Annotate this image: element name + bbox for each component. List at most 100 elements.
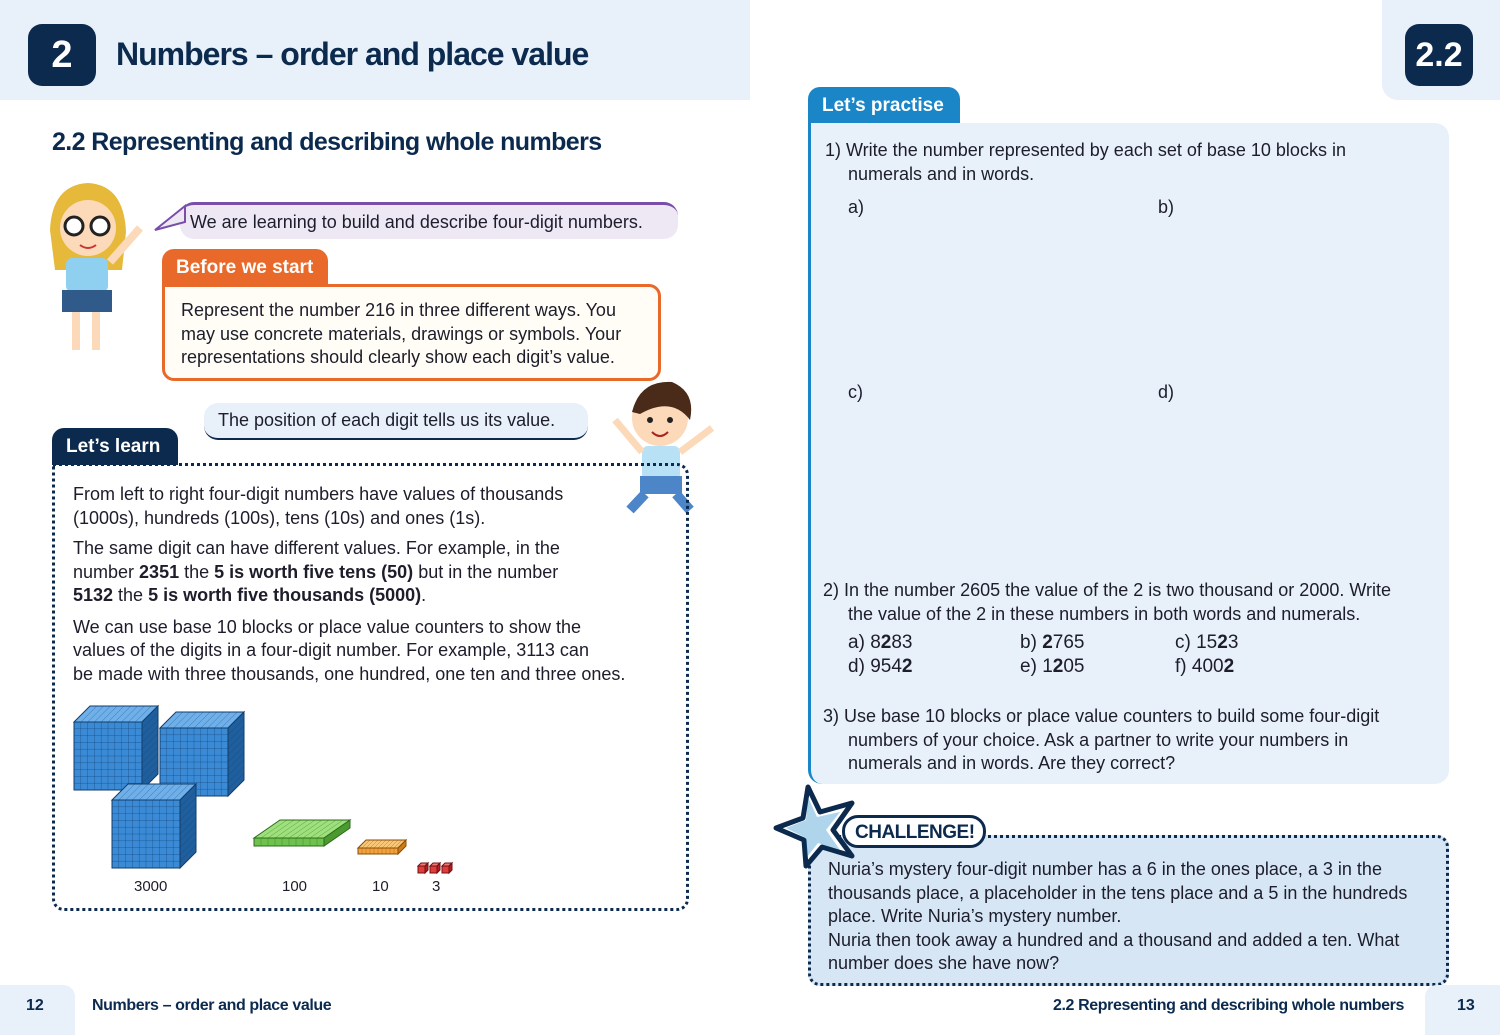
position-bubble-text: The position of each digit tells us its …	[218, 410, 556, 430]
q2-option: d) 9542	[848, 655, 1020, 679]
challenge-label: CHALLENGE!	[842, 815, 986, 848]
thousand-cube	[72, 704, 160, 792]
block-label-ones: 3	[432, 878, 441, 895]
q1-text: numerals and in words.	[848, 163, 1035, 184]
q2-option: e) 1205	[1020, 655, 1175, 679]
option-label: b)	[1020, 632, 1037, 653]
digits: 400	[1191, 655, 1224, 677]
highlighted-digit: 2	[1223, 655, 1235, 677]
option-label: a)	[848, 632, 865, 653]
q1-text: 1) Write the number represented by each …	[825, 140, 1346, 160]
text-run: .	[421, 585, 427, 605]
before-line: representations should clearly show each…	[181, 347, 615, 367]
q2-text: 2) In the number 2605 the value of the 2…	[823, 580, 1392, 600]
lets-practise-panel	[808, 123, 1449, 784]
before-we-start-tab: Before we start	[162, 249, 328, 286]
bold-number: 2351	[139, 561, 180, 582]
challenge-text: Nuria then took away a hundred and a tho…	[828, 929, 1400, 950]
learn-text: 5132 the 5 is worth five thousands (5000…	[73, 584, 673, 608]
q2-option: b) 2765	[1020, 631, 1175, 655]
one-cube	[416, 861, 430, 875]
block-label-thousands: 3000	[134, 878, 168, 895]
ten-rod	[356, 838, 408, 856]
section-title: 2.2 Representing and describing whole nu…	[52, 128, 602, 156]
learn-text: From left to right four-digit numbers ha…	[73, 484, 564, 504]
before-we-start-box: Represent the number 216 in three differ…	[162, 284, 661, 381]
challenge-box	[808, 835, 1449, 986]
bold-run: 5 is worth five tens (50)	[214, 561, 414, 582]
bold-run: 5 is worth five thousands (5000)	[148, 585, 422, 605]
text-run: but in the number	[413, 561, 559, 582]
right-page-number: 13	[1457, 997, 1475, 1014]
highlighted-digit: 2	[1217, 632, 1228, 653]
block-label-hundreds: 100	[282, 878, 308, 895]
learn-text: We can use base 10 blocks or place value…	[73, 616, 581, 637]
chapter-title: Numbers – order and place value	[116, 36, 589, 72]
learning-objective-bubble: We are learning to build and describe fo…	[180, 202, 678, 239]
right-page-number-tab	[1425, 985, 1500, 1035]
right-footer-title: 2.2 Representing and describing whole nu…	[1053, 997, 1404, 1014]
q2-option: c) 1523	[1175, 631, 1275, 655]
one-cube	[428, 861, 442, 875]
hundred-flat	[252, 819, 352, 847]
digits: 3	[1227, 632, 1239, 653]
digits: 05	[1063, 655, 1085, 677]
before-line: Represent the number 216 in three differ…	[181, 300, 616, 320]
q2-option: f) 4002	[1175, 655, 1275, 679]
section-number-badge: 2.2	[1405, 24, 1473, 86]
q1-part-c: c)	[848, 382, 863, 402]
thousand-cube	[158, 710, 246, 798]
option-label: d)	[848, 655, 865, 677]
before-line: may use concrete materials, drawings or …	[181, 323, 622, 344]
q1-part-d: d)	[1158, 382, 1175, 402]
digits: 83	[891, 632, 913, 653]
text-run: the	[179, 561, 215, 582]
lets-practise-tab: Let’s practise	[808, 87, 960, 124]
challenge-text: thousands place, a placeholder in the te…	[828, 882, 1408, 903]
challenge-text: Nuria’s mystery four-digit number has a …	[828, 859, 1382, 879]
highlighted-digit: 2	[1052, 655, 1064, 677]
highlighted-digit: 2	[901, 655, 913, 677]
option-label: c)	[1175, 632, 1191, 653]
digits: 15	[1196, 632, 1218, 653]
chapter-number-badge: 2	[28, 24, 96, 86]
highlighted-digit: 2	[880, 632, 892, 653]
position-bubble: The position of each digit tells us its …	[204, 403, 588, 440]
text-run: the	[113, 585, 149, 605]
lets-learn-tab: Let’s learn	[52, 428, 178, 465]
bold-number: 5132	[73, 585, 114, 605]
lets-learn-box: From left to right four-digit numbers ha…	[52, 463, 689, 911]
left-page-number-tab	[0, 985, 75, 1035]
challenge-text: number does she have now?	[828, 953, 1060, 973]
left-footer-title: Numbers – order and place value	[92, 997, 332, 1014]
q2-text: the value of the 2 in these numbers in b…	[848, 603, 1361, 624]
learn-text: (1000s), hundreds (100s), tens (10s) and…	[73, 507, 486, 528]
text-run: number	[73, 561, 140, 582]
girl-character-icon	[50, 183, 143, 350]
one-cube	[440, 861, 454, 875]
digits: 954	[870, 655, 902, 677]
q1-part-b: b)	[1158, 197, 1175, 217]
option-label: f)	[1175, 655, 1187, 677]
learn-text: number 2351 the 5 is worth five tens (50…	[73, 561, 673, 585]
q3-text: numbers of your choice. Ask a partner to…	[848, 729, 1349, 750]
learn-text: The same digit can have different values…	[73, 538, 560, 558]
digits: 8	[870, 632, 881, 653]
learn-text: values of the digits in a four-digit num…	[73, 640, 589, 660]
block-label-tens: 10	[372, 878, 389, 895]
q2-option: a) 8283	[848, 631, 1020, 655]
learning-objective-text: We are learning to build and describe fo…	[190, 212, 643, 232]
learn-text: be made with three thousands, one hundre…	[73, 663, 626, 684]
q1-part-a: a)	[848, 197, 865, 217]
digits: 765	[1052, 632, 1085, 653]
q3-text: numerals and in words. Are they correct?	[848, 753, 1176, 773]
highlighted-digit: 2	[1042, 632, 1053, 653]
digits: 1	[1042, 655, 1053, 677]
q3-text: 3) Use base 10 blocks or place value cou…	[823, 706, 1380, 726]
option-label: e)	[1020, 655, 1037, 677]
challenge-text: place. Write Nuria’s mystery number.	[828, 906, 1122, 926]
left-page-number: 12	[26, 997, 44, 1014]
q2-options: a) 8283 b) 2765 c) 1523 d) 9542 e) 1205 f) 40…	[848, 631, 1268, 678]
left-header-band	[0, 0, 750, 100]
thousand-cube	[110, 782, 198, 870]
